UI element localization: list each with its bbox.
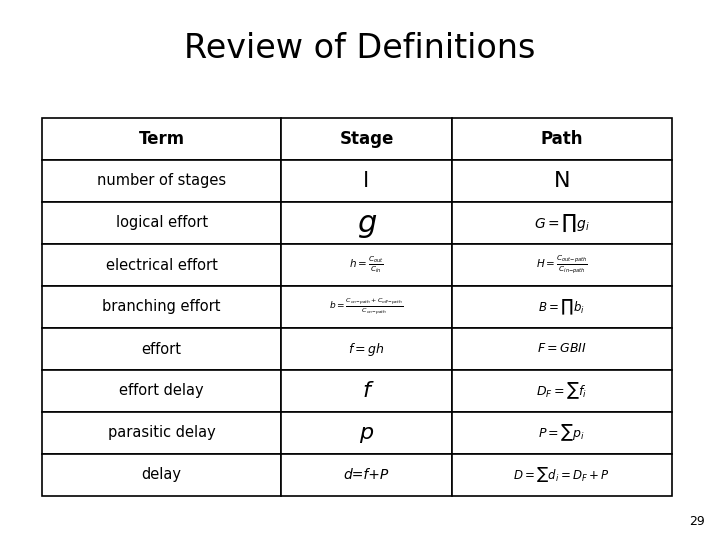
Bar [282, 454, 451, 496]
Text: 29: 29 [689, 515, 705, 528]
Text: Stage: Stage [339, 130, 394, 148]
Bar [282, 202, 451, 244]
Text: Term: Term [139, 130, 185, 148]
Text: parasitic delay: parasitic delay [108, 426, 215, 441]
Bar [282, 286, 451, 328]
Bar [42, 370, 282, 412]
Text: electrical effort: electrical effort [106, 258, 217, 273]
Text: $b = \frac{C_{on\mathrm{-}path}+C_{off\mathrm{-}path}}{C_{on\mathrm{-}path}}$: $b = \frac{C_{on\mathrm{-}path}+C_{off\m… [329, 296, 404, 318]
Bar [42, 328, 282, 370]
Text: delay: delay [142, 468, 181, 483]
Text: l: l [364, 171, 369, 191]
Bar [42, 454, 282, 496]
Bar [451, 454, 672, 496]
Text: $D_F = \sum f_i$: $D_F = \sum f_i$ [536, 381, 588, 401]
Text: g: g [357, 208, 376, 238]
Bar [42, 160, 282, 202]
Bar [42, 412, 282, 454]
Text: d=f+P: d=f+P [344, 468, 389, 482]
Bar [42, 244, 282, 286]
Bar [451, 202, 672, 244]
Text: f: f [362, 381, 370, 401]
Text: N: N [554, 171, 570, 191]
Text: $H = \frac{C_{out\mathrm{-}path}}{C_{in\mathrm{-}path}}$: $H = \frac{C_{out\mathrm{-}path}}{C_{in\… [536, 253, 588, 276]
Bar [451, 370, 672, 412]
Text: branching effort: branching effort [102, 300, 221, 314]
Bar [282, 160, 451, 202]
Text: logical effort: logical effort [116, 215, 208, 231]
Bar [451, 244, 672, 286]
Bar [451, 118, 672, 160]
Text: $F = GBII$: $F = GBII$ [537, 342, 587, 355]
Bar [451, 328, 672, 370]
Bar [42, 286, 282, 328]
Bar [282, 244, 451, 286]
Text: effort: effort [142, 341, 181, 356]
Bar [451, 412, 672, 454]
Text: $D = \sum d_i = D_F + P$: $D = \sum d_i = D_F + P$ [513, 465, 610, 484]
Text: $G = \prod g_i$: $G = \prod g_i$ [534, 212, 590, 233]
Text: Path: Path [541, 130, 583, 148]
Bar [282, 328, 451, 370]
Text: Review of Definitions: Review of Definitions [184, 31, 536, 64]
Bar [282, 118, 451, 160]
Text: p: p [359, 423, 374, 443]
Text: number of stages: number of stages [97, 173, 226, 188]
Bar [282, 370, 451, 412]
Text: $P = \sum p_i$: $P = \sum p_i$ [538, 423, 585, 443]
Text: $f = gh$: $f = gh$ [348, 341, 384, 357]
Bar [282, 412, 451, 454]
Text: $h = \frac{C_{out}}{C_{in}}$: $h = \frac{C_{out}}{C_{in}}$ [349, 254, 384, 275]
Bar [451, 286, 672, 328]
Text: $B = \prod b_i$: $B = \prod b_i$ [539, 298, 585, 316]
Bar [451, 160, 672, 202]
Bar [42, 118, 282, 160]
Bar [42, 202, 282, 244]
Text: effort delay: effort delay [120, 383, 204, 399]
